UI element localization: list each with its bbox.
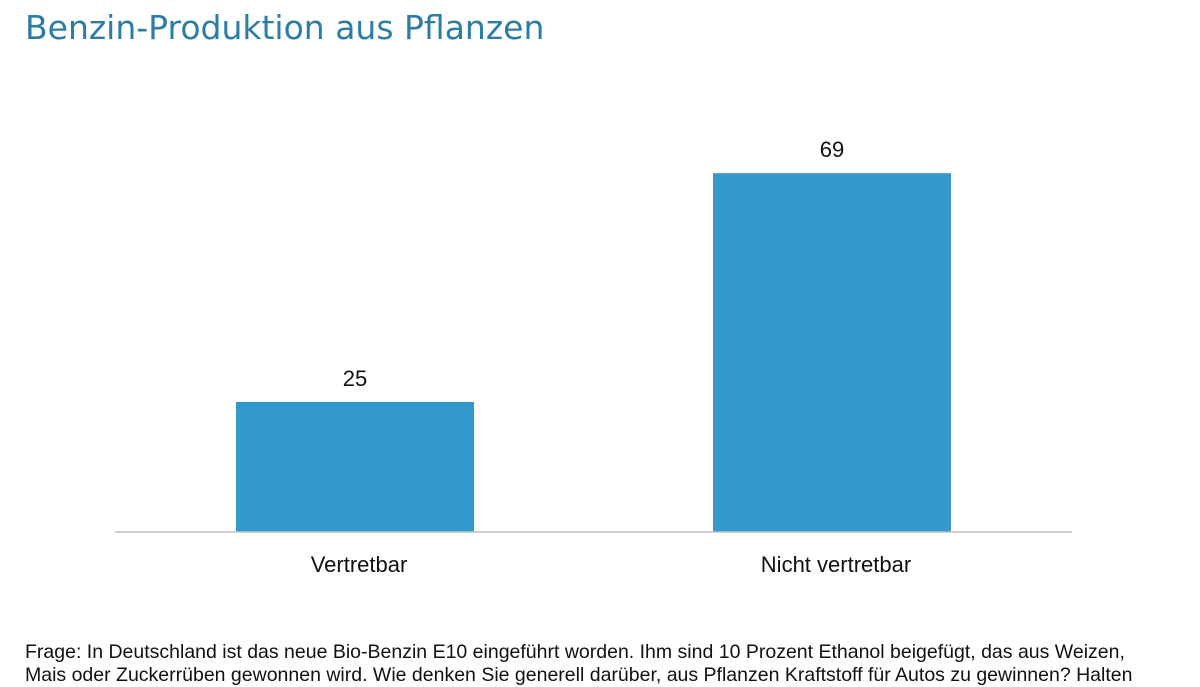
bar-2 xyxy=(713,173,951,532)
footnote-line-2: Mais oder Zuckerrüben gewonnen wird. Wie… xyxy=(25,664,1133,686)
survey-question-footnote: Frage: In Deutschland ist das neue Bio-B… xyxy=(25,641,1175,687)
bar-1 xyxy=(236,402,474,532)
data-labels-group: 25 69 xyxy=(343,137,844,391)
category-label-1: Vertretbar xyxy=(311,552,408,577)
category-labels-group: Vertretbar Nicht vertretbar xyxy=(311,552,912,577)
footnote-line-1: Frage: In Deutschland ist das neue Bio-B… xyxy=(25,641,1125,663)
bars-group xyxy=(236,173,951,532)
data-label-2: 69 xyxy=(820,137,844,162)
chart-title: Benzin-Produktion aus Pflanzen xyxy=(25,8,545,47)
bar-chart: 25 69 Vertretbar Nicht vertretbar xyxy=(115,137,1072,577)
category-label-2: Nicht vertretbar xyxy=(761,552,911,577)
data-label-1: 25 xyxy=(343,366,367,391)
